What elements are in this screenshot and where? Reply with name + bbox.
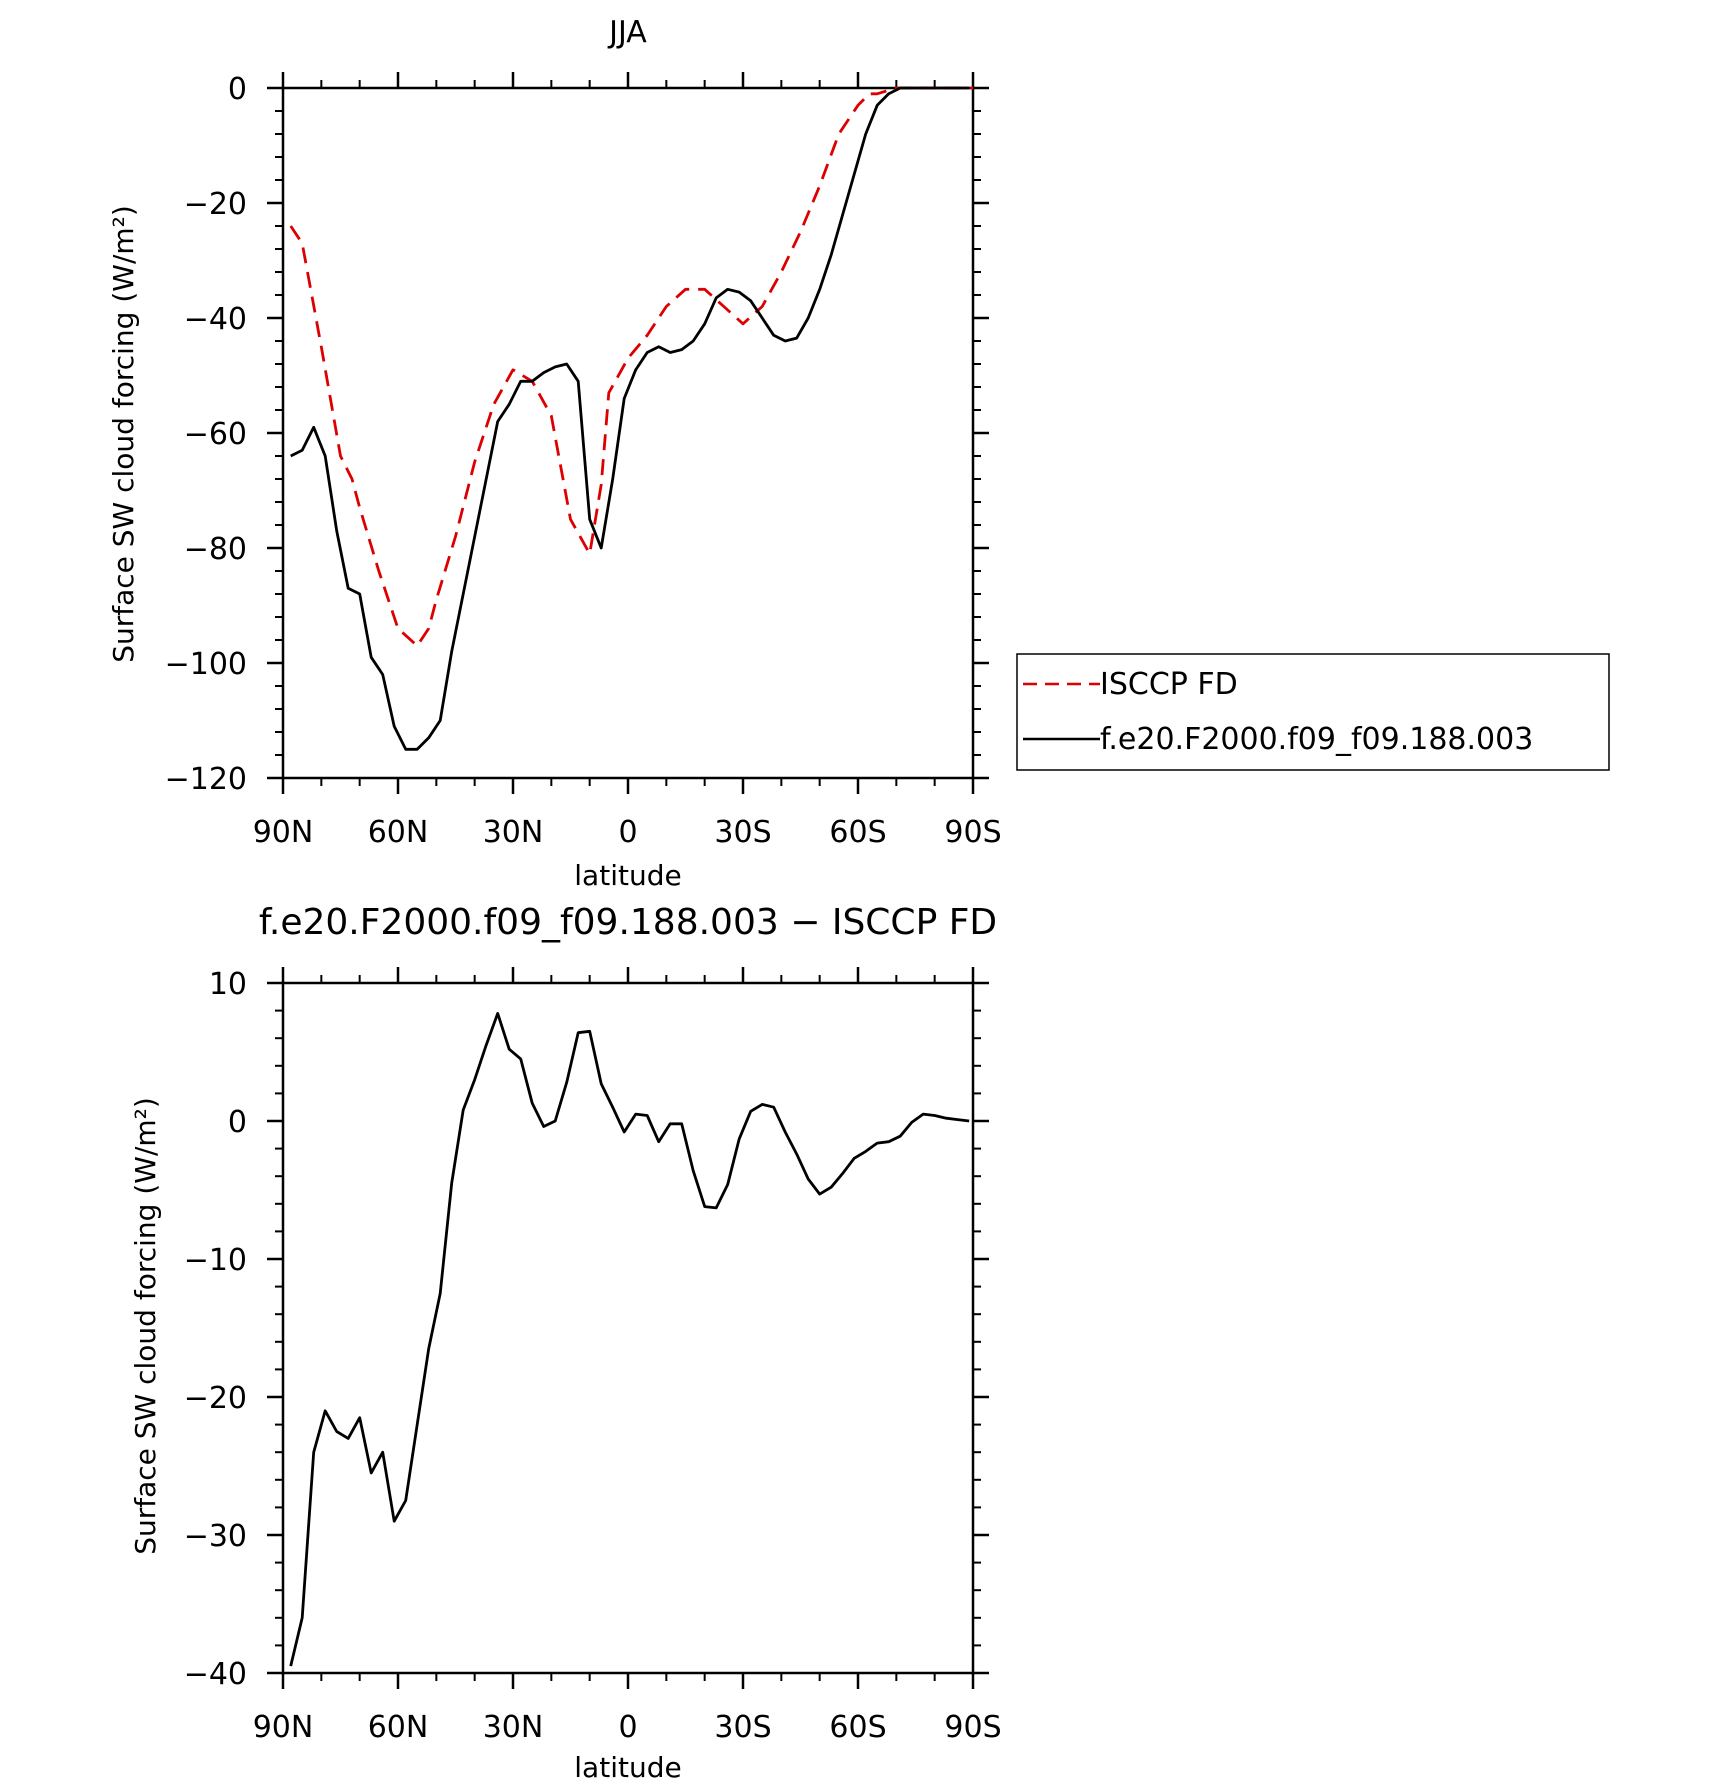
y-tick-label: −40 <box>184 302 247 337</box>
y-tick-label: 0 <box>228 72 247 107</box>
x-tick-label: 30S <box>714 815 771 850</box>
top-y-tick-labels: 0 −20 −40 −60 −80 −100 −120 <box>165 72 247 797</box>
legend: ISCCP FD f.e20.F2000.f09_f09.188.003 <box>1016 653 1610 771</box>
legend-box <box>1016 653 1610 771</box>
bottom-x-tick-labels: 90N 60N 30N 0 30S 60S 90S <box>253 1710 1002 1745</box>
x-tick-label: 30N <box>483 815 544 850</box>
top-x-axis-label: latitude <box>574 859 681 892</box>
y-tick-label: −10 <box>184 1243 247 1278</box>
y-tick-label: 0 <box>228 1105 247 1140</box>
top-chart: JJA 0 −20 −40 −60 −80 −100 −120 90N 60N 30N 0 30S 6… <box>107 15 1610 892</box>
x-tick-label: 0 <box>618 815 637 850</box>
bottom-y-axis-label: Surface SW cloud forcing (W/m²) <box>129 1097 162 1555</box>
top-tick-marks <box>267 72 989 794</box>
x-tick-label: 90N <box>253 1710 314 1745</box>
top-plot-frame <box>281 86 975 780</box>
y-tick-label: −20 <box>184 187 247 222</box>
x-tick-label: 60S <box>829 1710 886 1745</box>
bottom-series-group <box>289 1012 970 1667</box>
x-tick-label: 90S <box>944 815 1001 850</box>
y-tick-label: −20 <box>184 1381 247 1416</box>
bottom-x-axis-label: latitude <box>574 1751 681 1783</box>
x-tick-label: 90N <box>253 815 314 850</box>
bottom-chart: f.e20.F2000.f09_f09.188.003 − ISCCP FD 1… <box>129 902 1002 1783</box>
y-tick-label: −30 <box>184 1519 247 1554</box>
bottom-tick-marks <box>267 967 989 1689</box>
difference-series-line <box>289 1012 970 1667</box>
f-e20-f2000-f09-f09-188-003-series-line <box>290 86 970 751</box>
top-series-group <box>289 86 973 751</box>
bottom-plot-frame <box>281 981 975 1675</box>
bottom-y-tick-labels: 10 0 −10 −20 −30 −40 <box>184 967 247 1692</box>
bottom-chart-title: f.e20.F2000.f09_f09.188.003 − ISCCP FD <box>259 902 997 943</box>
isccp-fd-series-line <box>289 86 973 648</box>
top-y-axis-label: Surface SW cloud forcing (W/m²) <box>107 205 140 663</box>
y-tick-label: −40 <box>184 1657 247 1692</box>
y-tick-label: −80 <box>184 532 247 567</box>
x-tick-label: 0 <box>618 1710 637 1745</box>
x-tick-label: 60N <box>368 1710 429 1745</box>
legend-label-isccp: ISCCP FD <box>1100 667 1238 702</box>
y-tick-label: 10 <box>209 967 247 1002</box>
x-tick-label: 30N <box>483 1710 544 1745</box>
y-tick-label: −60 <box>184 417 247 452</box>
x-tick-label: 60N <box>368 815 429 850</box>
x-tick-label: 90S <box>944 1710 1001 1745</box>
x-tick-label: 60S <box>829 815 886 850</box>
x-tick-label: 30S <box>714 1710 771 1745</box>
y-tick-label: −100 <box>165 647 247 682</box>
legend-label-model: f.e20.F2000.f09_f09.188.003 <box>1100 722 1533 757</box>
top-x-tick-labels: 90N 60N 30N 0 30S 60S 90S <box>253 815 1002 850</box>
y-tick-label: −120 <box>165 762 247 797</box>
top-chart-title: JJA <box>607 15 647 50</box>
